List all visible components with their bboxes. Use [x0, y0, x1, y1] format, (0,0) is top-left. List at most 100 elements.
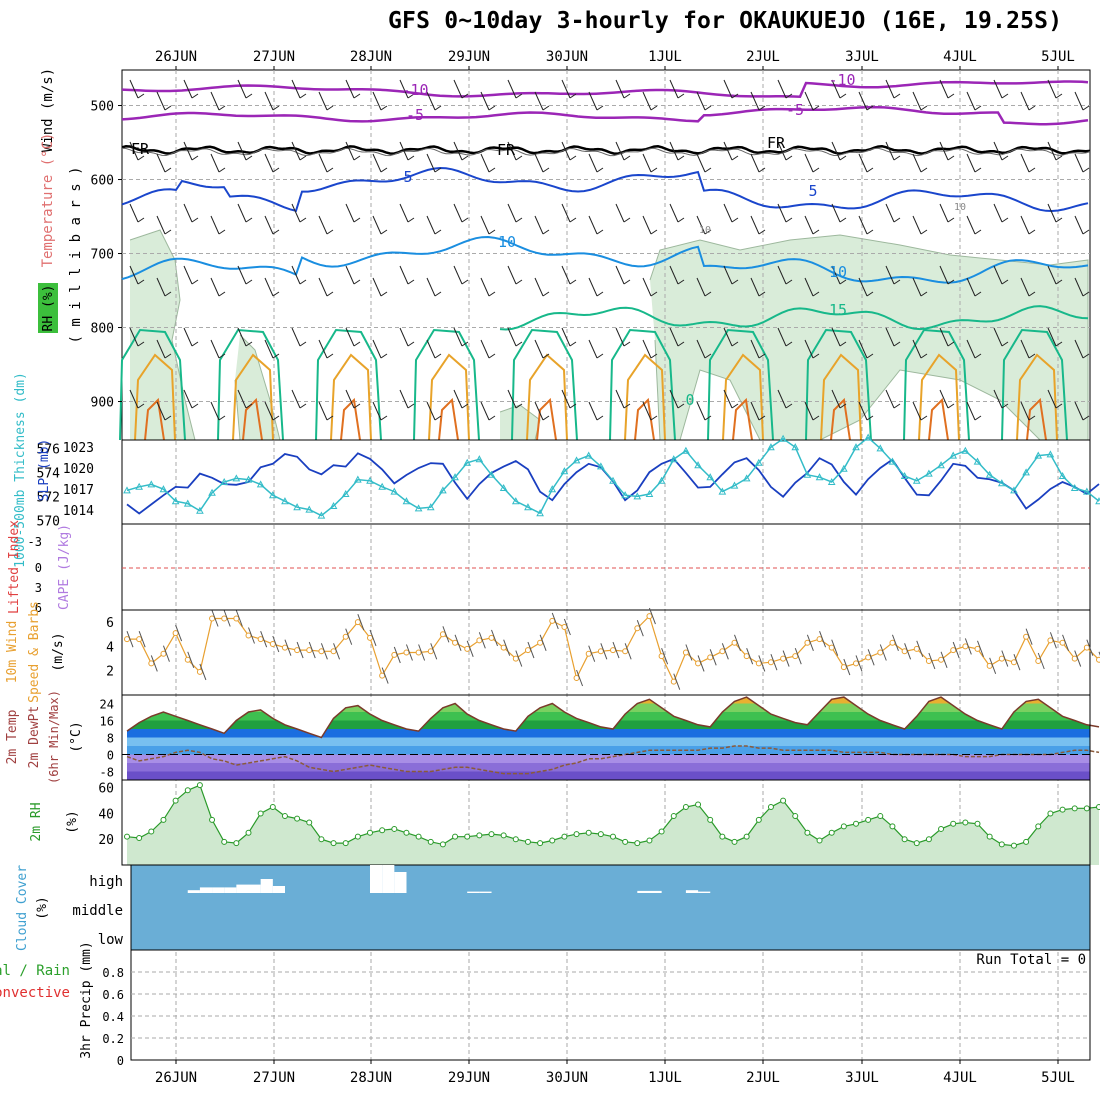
- wind10m-barb: [721, 643, 729, 660]
- wind-barb: [696, 91, 706, 111]
- wind10m-barb: [1013, 654, 1021, 671]
- wind-barb: [885, 265, 895, 285]
- wind10m-point: [780, 655, 787, 662]
- wind-barb: [407, 279, 415, 285]
- wind-barb: [191, 341, 199, 347]
- wind-barb: [1028, 291, 1036, 297]
- thickness-point: [937, 461, 945, 469]
- wind-barb: [426, 91, 436, 111]
- slp-axis-label: SLP (mb): [37, 439, 52, 502]
- wind-barb: [1001, 279, 1009, 285]
- wind-barb: [569, 279, 577, 285]
- temp-contour-25: [928, 397, 949, 441]
- wind-barb: [129, 79, 139, 99]
- rh2m-point: [379, 827, 386, 834]
- date-label-top: 3JUL: [845, 49, 879, 65]
- wind-barb: [453, 389, 463, 409]
- wind-barb: [164, 229, 172, 235]
- wind10m-barb: [1074, 650, 1082, 667]
- thickness-point: [426, 503, 435, 511]
- wind-barb: [974, 105, 982, 111]
- wind10m-point: [391, 651, 398, 658]
- thickness-point: [268, 491, 277, 499]
- thickness-point: [682, 446, 690, 454]
- thickness-point: [584, 451, 593, 459]
- wind-barb: [812, 415, 820, 421]
- wind-barb: [272, 167, 280, 173]
- rh2m-point: [537, 840, 544, 847]
- contour-label: 10: [954, 202, 966, 213]
- wind-barb: [515, 93, 523, 99]
- cloud-high-bar: [236, 884, 249, 893]
- wind-barb: [218, 353, 226, 359]
- wind-barb: [183, 327, 193, 347]
- rh-shade-area: [129, 229, 196, 441]
- wind-barb: [758, 291, 766, 297]
- wind10m-barb: [636, 620, 644, 637]
- temp-band: [127, 729, 1090, 738]
- wind-barb: [345, 79, 355, 99]
- wind-barb: [318, 401, 328, 421]
- wind10m-barb: [1062, 634, 1070, 651]
- wind10m-barb: [661, 647, 669, 665]
- li-tick-label: 0: [35, 561, 42, 575]
- wind-barb: [453, 265, 463, 285]
- thickness-point: [511, 497, 520, 505]
- rh2m-point: [330, 840, 337, 847]
- wind10m-barb: [235, 610, 243, 627]
- wind10m-point: [731, 639, 738, 646]
- thickness-point: [293, 503, 301, 511]
- wind10m-point: [767, 659, 774, 666]
- rh2m-point: [828, 829, 835, 836]
- date-label-top: 1JUL: [648, 49, 682, 65]
- wind-barb: [245, 279, 253, 285]
- wind-barb: [804, 339, 814, 359]
- wind-barb: [353, 403, 361, 409]
- wind-barb: [866, 229, 874, 235]
- wind-barb: [866, 291, 874, 297]
- rh2m-point: [889, 823, 896, 830]
- thickness-point: [171, 497, 180, 505]
- wind-barb: [218, 291, 226, 297]
- wind-barb: [291, 141, 301, 161]
- wind-barb: [623, 217, 631, 223]
- rh2m-point: [367, 829, 373, 836]
- wind-barb: [723, 327, 733, 347]
- thickness-point: [609, 476, 617, 484]
- wind-barb: [299, 93, 307, 99]
- date-label-bottom: 2JUL: [746, 1070, 780, 1086]
- cloud-level-label: low: [98, 932, 124, 948]
- precip-tick-label: 0.8: [102, 966, 124, 980]
- temp-contour-20: [918, 353, 960, 441]
- temp-contour-20: [330, 353, 372, 441]
- wind-barb: [407, 155, 415, 161]
- wind10m-point: [865, 654, 872, 661]
- wind-barb: [723, 265, 733, 285]
- thickness-point: [900, 471, 909, 479]
- wind-barb: [893, 341, 901, 347]
- rh2m-point: [816, 837, 823, 844]
- wind-barb: [318, 153, 328, 173]
- thickness-point: [997, 479, 1006, 487]
- wind-barb: [245, 93, 253, 99]
- rh2m-point: [877, 813, 884, 820]
- rh2m-point: [950, 820, 957, 827]
- wind10m-barb: [369, 629, 377, 647]
- wind-barb: [677, 279, 685, 285]
- wind-barb: [299, 341, 307, 347]
- cloud-high-bar: [212, 887, 225, 893]
- wind-barb: [974, 229, 982, 235]
- contour-label: FR: [767, 134, 786, 152]
- wind-barb: [129, 327, 139, 347]
- wind-barb: [426, 277, 436, 297]
- wind-barb: [129, 389, 139, 409]
- wind10m-point: [889, 639, 896, 646]
- thickness-point: [414, 504, 423, 512]
- rh2m-tick-label: 40: [98, 807, 114, 822]
- temp-contour-20: [624, 353, 666, 441]
- wind-barb: [731, 279, 739, 285]
- temp-contour-15: [217, 328, 284, 441]
- wind-barb: [1055, 155, 1063, 161]
- wind-barb: [191, 155, 199, 161]
- thickness-point: [669, 455, 678, 463]
